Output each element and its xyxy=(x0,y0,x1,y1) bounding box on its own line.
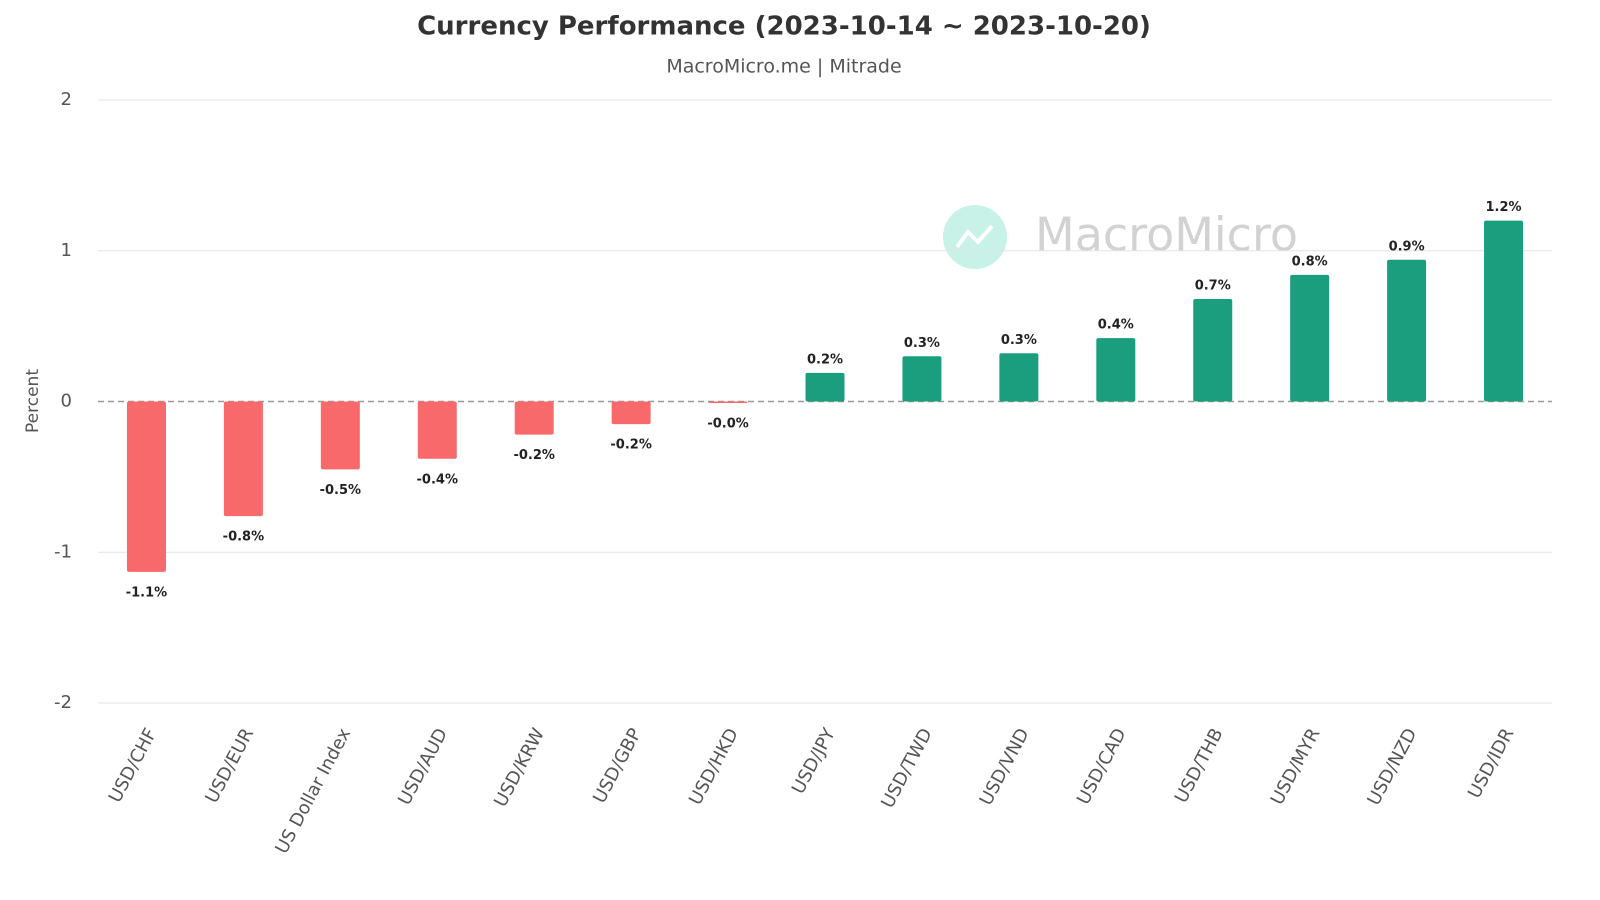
x-tick-label: USD/THB xyxy=(1171,725,1228,807)
bar xyxy=(1096,338,1136,402)
x-tick-label: USD/EUR xyxy=(201,725,258,807)
data-label: -0.5% xyxy=(320,483,361,498)
bar xyxy=(1193,298,1233,402)
x-tick-label: USD/AUD xyxy=(394,725,452,809)
y-tick-label: -2 xyxy=(54,692,72,713)
bar xyxy=(999,353,1039,402)
x-tick-label: USD/VND xyxy=(976,725,1034,809)
watermark-icon xyxy=(955,224,994,249)
x-tick-label: USD/MYR xyxy=(1267,725,1325,809)
bar xyxy=(708,401,748,404)
bar xyxy=(805,372,845,402)
data-label: -0.0% xyxy=(707,417,748,432)
data-label: -0.8% xyxy=(223,530,264,545)
x-tick-label: USD/NZD xyxy=(1363,725,1421,809)
data-label: 0.4% xyxy=(1098,318,1134,333)
x-tick-label: USD/GBP xyxy=(589,725,646,807)
x-tick-label: US Dollar Index xyxy=(271,725,355,858)
bar xyxy=(417,401,457,459)
bar xyxy=(902,356,942,402)
bar xyxy=(514,401,554,435)
y-tick-label: 2 xyxy=(61,89,72,110)
y-tick-label: 1 xyxy=(61,240,72,261)
y-tick-label: 0 xyxy=(61,391,72,412)
data-label: 1.2% xyxy=(1486,200,1522,215)
chart-subtitle: MacroMicro.me | Mitrade xyxy=(666,56,901,78)
bar xyxy=(320,401,360,470)
x-tick-label: USD/TWD xyxy=(877,725,936,812)
x-tick-label: USD/IDR xyxy=(1464,725,1518,802)
x-tick-label: USD/CAD xyxy=(1073,725,1131,808)
y-axis-label: Percent xyxy=(23,369,43,433)
x-tick-label: USD/JPY xyxy=(788,724,840,798)
data-label: 0.2% xyxy=(807,352,843,367)
x-tick-label: USD/CHF xyxy=(105,725,162,806)
data-label: 0.3% xyxy=(1001,333,1037,348)
bar xyxy=(1387,259,1427,402)
bar xyxy=(1484,220,1524,402)
bar xyxy=(611,401,651,425)
bar xyxy=(126,401,166,572)
data-label: -1.1% xyxy=(126,585,167,600)
data-label: 0.7% xyxy=(1195,278,1231,293)
chart-title: Currency Performance (2023-10-14 ~ 2023-… xyxy=(417,12,1151,42)
x-tick-label: USD/HKD xyxy=(685,725,743,809)
data-label: -0.2% xyxy=(513,448,554,463)
data-label: 0.8% xyxy=(1292,254,1328,269)
bar xyxy=(223,401,263,517)
x-tick-label: USD/KRW xyxy=(490,725,549,811)
data-label: -0.2% xyxy=(610,438,651,453)
watermark: MacroMicro xyxy=(1035,208,1298,262)
data-label: 0.9% xyxy=(1389,239,1425,254)
y-tick-label: -1 xyxy=(54,541,72,562)
data-label: -0.4% xyxy=(417,472,458,487)
bar xyxy=(1290,274,1330,402)
data-label: 0.3% xyxy=(904,336,940,351)
